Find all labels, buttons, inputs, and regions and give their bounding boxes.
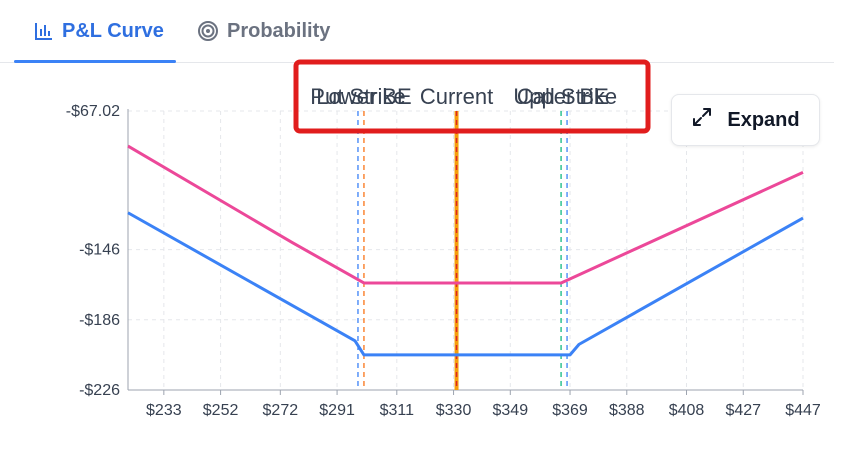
x-tick-label: $388 [609,402,645,419]
y-tick-label: -$67.02 [66,103,120,120]
x-tick-label: $369 [552,402,588,419]
y-tick-label: -$186 [79,312,120,329]
tab-probability[interactable]: Probability [197,0,330,62]
reference-label-lower-be: Lower BE [316,84,411,109]
reference-lines [357,111,568,390]
x-tick-label: $349 [493,402,529,419]
tab-pl-curve[interactable]: P&L Curve [14,0,176,63]
expand-button[interactable]: Expand [671,94,820,146]
x-tick-label: $408 [669,402,705,419]
reference-label-put-strike: Put Strike [310,84,405,109]
reference-label-current: Current [420,84,493,109]
chart-grid [128,110,804,391]
tab-pl-curve-label: P&L Curve [62,19,164,42]
bar-chart-icon [34,21,54,41]
expand-arrows-icon [691,106,713,134]
x-tick-label: $447 [785,402,821,419]
highlight-box [293,59,651,134]
x-tick-label: $311 [380,402,415,419]
tab-probability-label: Probability [227,19,331,42]
x-tick-label: $252 [203,402,239,419]
pl-series [127,144,804,357]
series-line-0 [127,144,804,285]
x-tick-label: $291 [319,402,355,419]
y-tick-label: -$226 [79,382,120,399]
chart-axes: -$67.02 -$146 -$186 -$226 $233 $252 $272 $291 $3… [66,103,821,419]
x-tick-label: $233 [146,402,182,419]
expand-label: Expand [727,108,800,131]
x-tick-label: $272 [263,402,299,419]
y-tick-label: -$146 [79,242,120,259]
target-icon [197,20,219,42]
reference-label-call-strike: Call Strike [517,84,617,109]
x-tick-label: $330 [436,402,472,419]
reference-label-upper-be: Upper BE [513,84,608,109]
x-tick-label: $427 [725,402,761,419]
series-line-1 [127,211,804,357]
